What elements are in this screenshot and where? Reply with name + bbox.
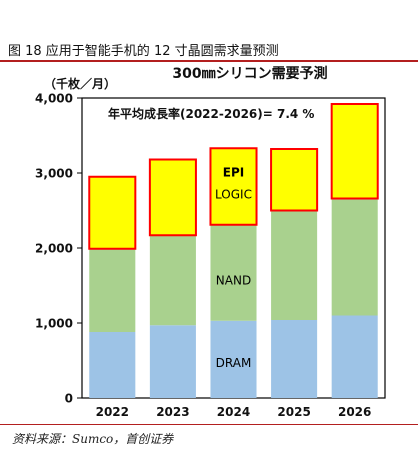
- bar-segment-dram-2022: [89, 332, 136, 398]
- title-divider: [0, 60, 418, 62]
- cagr-annotation: 年平均成長率(2022-2026)= 7.4 %: [108, 106, 314, 121]
- bar-segment-nand-2024: [210, 224, 257, 321]
- y-axis-unit-label: （千枚／月）: [44, 76, 116, 91]
- bar-segment-dram-2026: [331, 315, 378, 398]
- bar-segment-epi-logic-2023: [148, 158, 197, 237]
- y-tick-label: 1,000: [35, 317, 73, 331]
- x-tick-label: 2024: [217, 405, 250, 419]
- series-label-nand: NAND: [216, 273, 251, 287]
- bar-segment-nand-2023: [149, 235, 196, 326]
- x-tick-label: 2023: [156, 405, 189, 419]
- y-tick-label: 2,000: [35, 242, 73, 256]
- bar-segment-epi-logic-2026: [330, 103, 379, 200]
- x-tick-label: 2022: [96, 405, 129, 419]
- y-tick-label: 0: [65, 392, 73, 406]
- source-note: 资料来源：Sumco，首创证券: [12, 432, 174, 446]
- source-divider: [0, 424, 418, 425]
- series-label-dram: DRAM: [216, 356, 252, 370]
- bar-segment-epi-logic-2025: [270, 148, 319, 212]
- y-tick-label: 4,000: [35, 92, 73, 106]
- bar-segment-nand-2025: [271, 210, 318, 320]
- bar-segment-dram-2025: [271, 320, 318, 398]
- plot-area: 0 1,000 2,000 3,000 4,000 2022 2023 2024 2025 202…: [35, 92, 386, 419]
- figure-title: 图 18 应用于智能手机的 12 寸晶圆需求量预测: [8, 44, 279, 59]
- bar-segment-nand-2022: [89, 248, 136, 332]
- bar-segment-epi-logic-2024: [209, 147, 258, 226]
- series-label-logic: LOGIC: [215, 187, 252, 201]
- bar-segment-nand-2026: [331, 198, 378, 316]
- y-tick-label: 3,000: [35, 167, 73, 181]
- series-label-epi: EPI: [223, 165, 244, 179]
- x-tick-label: 2026: [338, 405, 371, 419]
- chart-title: 300㎜シリコン需要予測: [172, 65, 327, 82]
- x-tick-label: 2025: [277, 405, 310, 419]
- stacked-bar-chart: 300㎜シリコン需要予測 （千枚／月） 0 1,000 2,000 3,000 4,00…: [35, 65, 386, 419]
- bar-segment-dram-2024: [210, 320, 257, 398]
- bar-segment-dram-2023: [149, 325, 196, 398]
- bar-segment-epi-logic-2022: [88, 175, 137, 250]
